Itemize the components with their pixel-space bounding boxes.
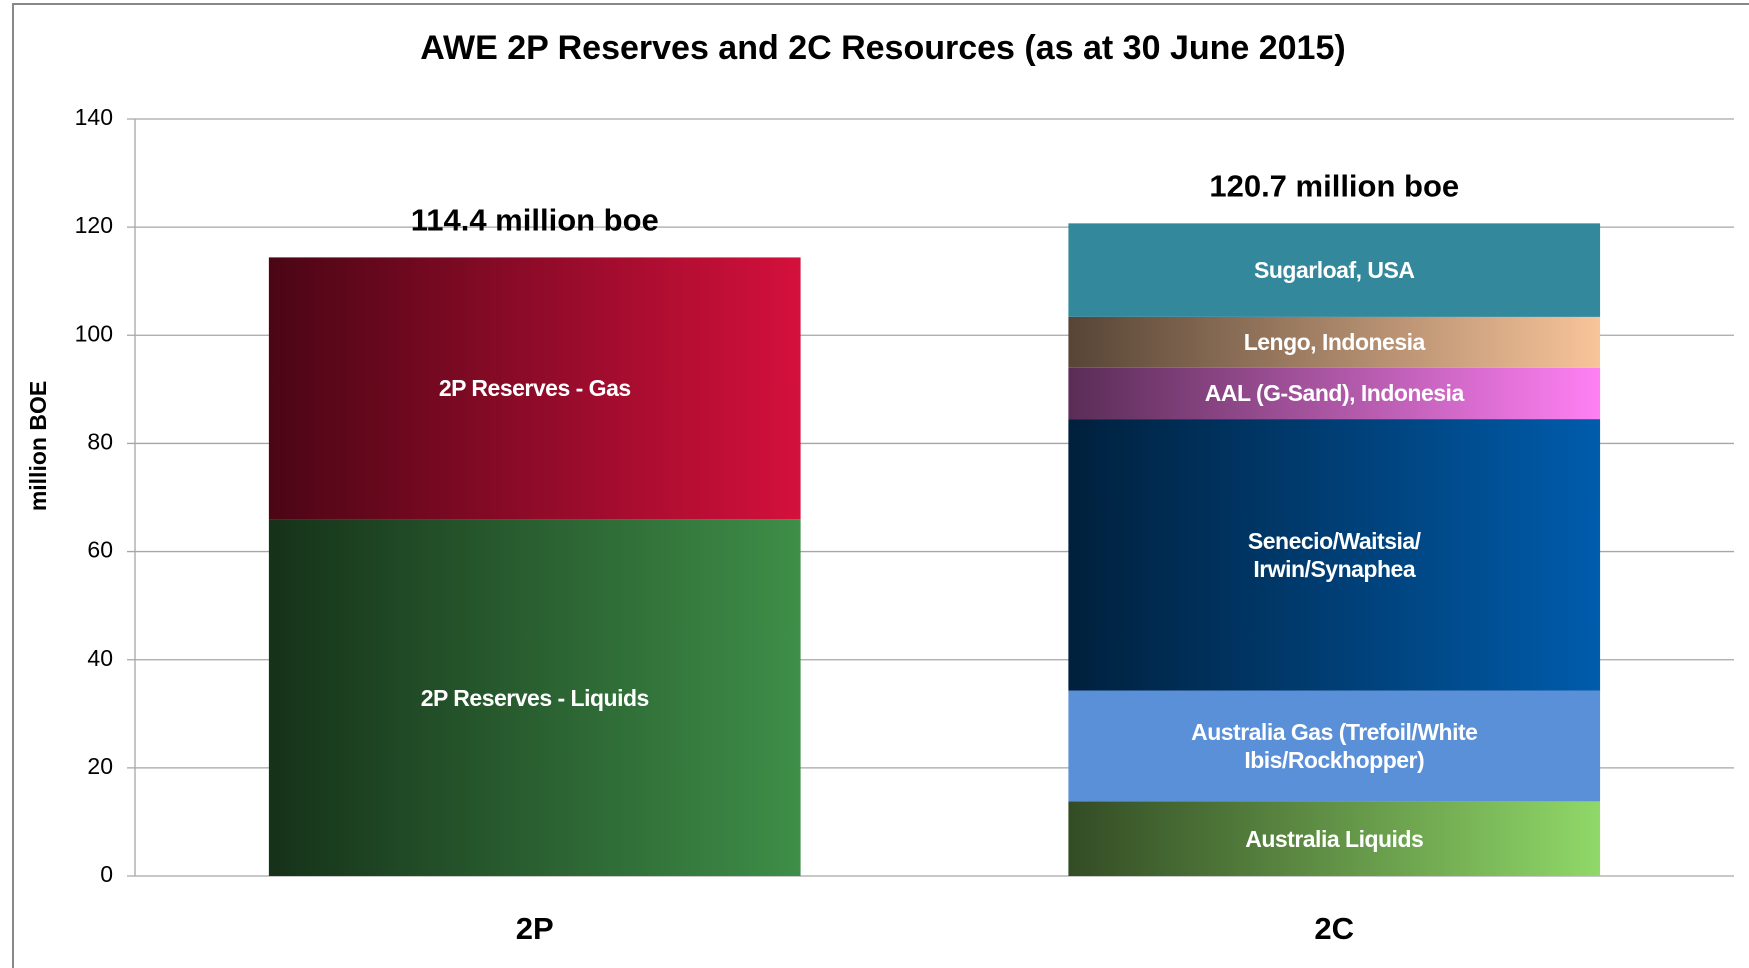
segment-shade bbox=[1068, 367, 1601, 420]
segment-shade bbox=[268, 257, 801, 520]
y-tick-label: 100 bbox=[75, 320, 113, 346]
y-tick-label: 140 bbox=[75, 104, 113, 130]
segment-label: AAL (G-Sand), Indonesia bbox=[1204, 380, 1464, 407]
total-label: 114.4 million boe bbox=[411, 203, 659, 238]
y-tick-label: 80 bbox=[87, 429, 113, 455]
segment-label: Australia Liquids bbox=[1245, 825, 1424, 852]
segment-shade bbox=[1068, 801, 1601, 876]
segment-shade bbox=[1068, 316, 1601, 368]
y-tick-label: 60 bbox=[87, 537, 113, 563]
segment-label: Lengo, Indonesia bbox=[1243, 329, 1426, 356]
segment-label: Sugarloaf, USA bbox=[1254, 257, 1415, 284]
segment-label: 2P Reserves - Gas bbox=[438, 375, 631, 402]
frame bbox=[12, 3, 1749, 968]
total-label: 120.7 million boe bbox=[1209, 169, 1459, 204]
segment-label: Senecio/Waitsia/ Irwin/Synaphea bbox=[1247, 527, 1421, 582]
x-tick-label: 2P bbox=[516, 911, 554, 946]
y-tick-label: 40 bbox=[87, 645, 113, 671]
segment-shade bbox=[1068, 419, 1601, 691]
segment-label: Australia Gas (Trefoil/White Ibis/Rockho… bbox=[1191, 718, 1478, 773]
bar-segment bbox=[1068, 690, 1601, 802]
y-tick-label: 20 bbox=[87, 753, 113, 779]
y-tick-label: 0 bbox=[100, 861, 113, 887]
segment-label: 2P Reserves - Liquids bbox=[420, 684, 650, 711]
y-axis-label: million BOE bbox=[25, 381, 51, 511]
chart-title: AWE 2P Reserves and 2C Resources (as at … bbox=[420, 29, 1345, 67]
segment-shade bbox=[268, 519, 801, 876]
y-tick-label: 120 bbox=[75, 212, 113, 238]
x-tick-label: 2C bbox=[1314, 911, 1354, 946]
bar-segment bbox=[1068, 223, 1601, 317]
